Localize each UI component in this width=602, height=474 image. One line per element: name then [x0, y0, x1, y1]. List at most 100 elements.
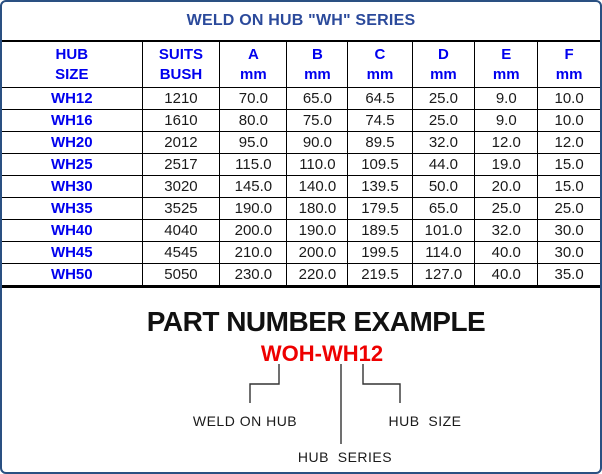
header-line: mm	[366, 65, 394, 83]
header-line: SIZE	[55, 65, 89, 83]
header-line: HUB	[55, 45, 89, 63]
table-row: WH35 3525 190.0 180.0 179.5 65.0 25.0 25…	[2, 197, 600, 220]
cell-e: 40.0	[474, 241, 539, 264]
label-weld-on-hub: WELD ON HUB	[192, 413, 298, 429]
cell-c: 189.5	[347, 219, 413, 242]
cell-b: 110.0	[286, 153, 349, 176]
cell-c: 89.5	[347, 131, 413, 154]
cell-a: 80.0	[219, 109, 288, 132]
cell-suits-bush: 2517	[141, 153, 221, 176]
cell-suits-bush: 5050	[141, 263, 221, 287]
cell-f: 15.0	[537, 175, 600, 198]
cell-e: 32.0	[474, 219, 539, 242]
cell-hub-size: WH20	[2, 131, 143, 154]
cell-c: 179.5	[347, 197, 413, 220]
cell-f: 25.0	[537, 197, 600, 220]
header-line: E	[501, 45, 512, 63]
cell-e: 9.0	[474, 87, 539, 110]
cell-c: 139.5	[347, 175, 413, 198]
cell-suits-bush: 1210	[141, 87, 221, 110]
cell-hub-size: WH16	[2, 109, 143, 132]
label-hub-size: HUB SIZE	[388, 413, 462, 429]
table-row: WH16 1610 80.0 75.0 74.5 25.0 9.0 10.0	[2, 109, 600, 132]
cell-suits-bush: 3525	[141, 197, 221, 220]
cell-a: 145.0	[219, 175, 288, 198]
cell-b: 200.0	[286, 241, 349, 264]
col-header-hub-size: HUB SIZE	[2, 40, 143, 88]
cell-b: 140.0	[286, 175, 349, 198]
label-hub-series: HUB SERIES	[297, 449, 393, 465]
table-row: WH45 4545 210.0 200.0 199.5 114.0 40.0 3…	[2, 241, 600, 264]
cell-b: 190.0	[286, 219, 349, 242]
cell-a: 190.0	[219, 197, 288, 220]
cell-d: 65.0	[411, 197, 476, 220]
cell-e: 25.0	[474, 197, 539, 220]
cell-hub-size: WH40	[2, 219, 143, 242]
cell-b: 90.0	[286, 131, 349, 154]
cell-f: 12.0	[537, 131, 600, 154]
cell-c: 64.5	[347, 87, 413, 110]
cell-d: 44.0	[411, 153, 476, 176]
cell-b: 180.0	[286, 197, 349, 220]
header-line: mm	[430, 65, 457, 83]
cell-suits-bush: 2012	[141, 131, 221, 154]
table-row: WH20 2012 95.0 90.0 89.5 32.0 12.0 12.0	[2, 131, 600, 154]
table-row: WH25 2517 115.0 110.0 109.5 44.0 19.0 15…	[2, 153, 600, 176]
cell-c: 199.5	[347, 241, 413, 264]
cell-hub-size: WH25	[2, 153, 143, 176]
cell-b: 65.0	[286, 87, 349, 110]
cell-a: 70.0	[219, 87, 288, 110]
header-line: BUSH	[159, 65, 203, 83]
cell-a: 230.0	[219, 263, 288, 287]
cell-hub-size: WH45	[2, 241, 143, 264]
cell-hub-size: WH12	[2, 87, 143, 110]
cell-hub-size: WH35	[2, 197, 143, 220]
cell-f: 15.0	[537, 153, 600, 176]
cell-c: 74.5	[347, 109, 413, 132]
cell-c: 219.5	[347, 263, 413, 287]
col-header-suits-bush: SUITS BUSH	[141, 40, 221, 88]
cell-e: 12.0	[474, 131, 539, 154]
cell-a: 210.0	[219, 241, 288, 264]
table-row: WH30 3020 145.0 140.0 139.5 50.0 20.0 15…	[2, 175, 600, 198]
cell-suits-bush: 3020	[141, 175, 221, 198]
table-row: WH50 5050 230.0 220.0 219.5 127.0 40.0 3…	[2, 263, 600, 287]
header-line: D	[438, 45, 449, 63]
page-title: WELD ON HUB "WH" SERIES	[186, 12, 416, 29]
header-line: mm	[555, 65, 583, 83]
header-line: C	[374, 45, 386, 63]
cell-d: 101.0	[411, 219, 476, 242]
cell-f: 10.0	[537, 87, 600, 110]
header-line: mm	[492, 65, 520, 83]
cell-d: 25.0	[411, 109, 476, 132]
table-row: WH40 4040 200.0 190.0 189.5 101.0 32.0 3…	[2, 219, 600, 242]
cell-f: 35.0	[537, 263, 600, 287]
cell-d: 127.0	[411, 263, 476, 287]
cell-suits-bush: 4040	[141, 219, 221, 242]
header-line: SUITS	[158, 45, 204, 63]
cell-e: 9.0	[474, 109, 539, 132]
header-line: F	[564, 45, 574, 63]
cell-d: 32.0	[411, 131, 476, 154]
cell-e: 19.0	[474, 153, 539, 176]
cell-b: 75.0	[286, 109, 349, 132]
header-line: B	[312, 45, 323, 63]
cell-f: 30.0	[537, 241, 600, 264]
cell-a: 200.0	[219, 219, 288, 242]
cell-a: 115.0	[219, 153, 288, 176]
cell-suits-bush: 1610	[141, 109, 221, 132]
cell-c: 109.5	[347, 153, 413, 176]
part-number-example-heading: PART NUMBER EXAMPLE	[146, 306, 486, 337]
header-line: mm	[240, 65, 267, 83]
cell-e: 20.0	[474, 175, 539, 198]
cell-a: 95.0	[219, 131, 288, 154]
cell-b: 220.0	[286, 263, 349, 287]
